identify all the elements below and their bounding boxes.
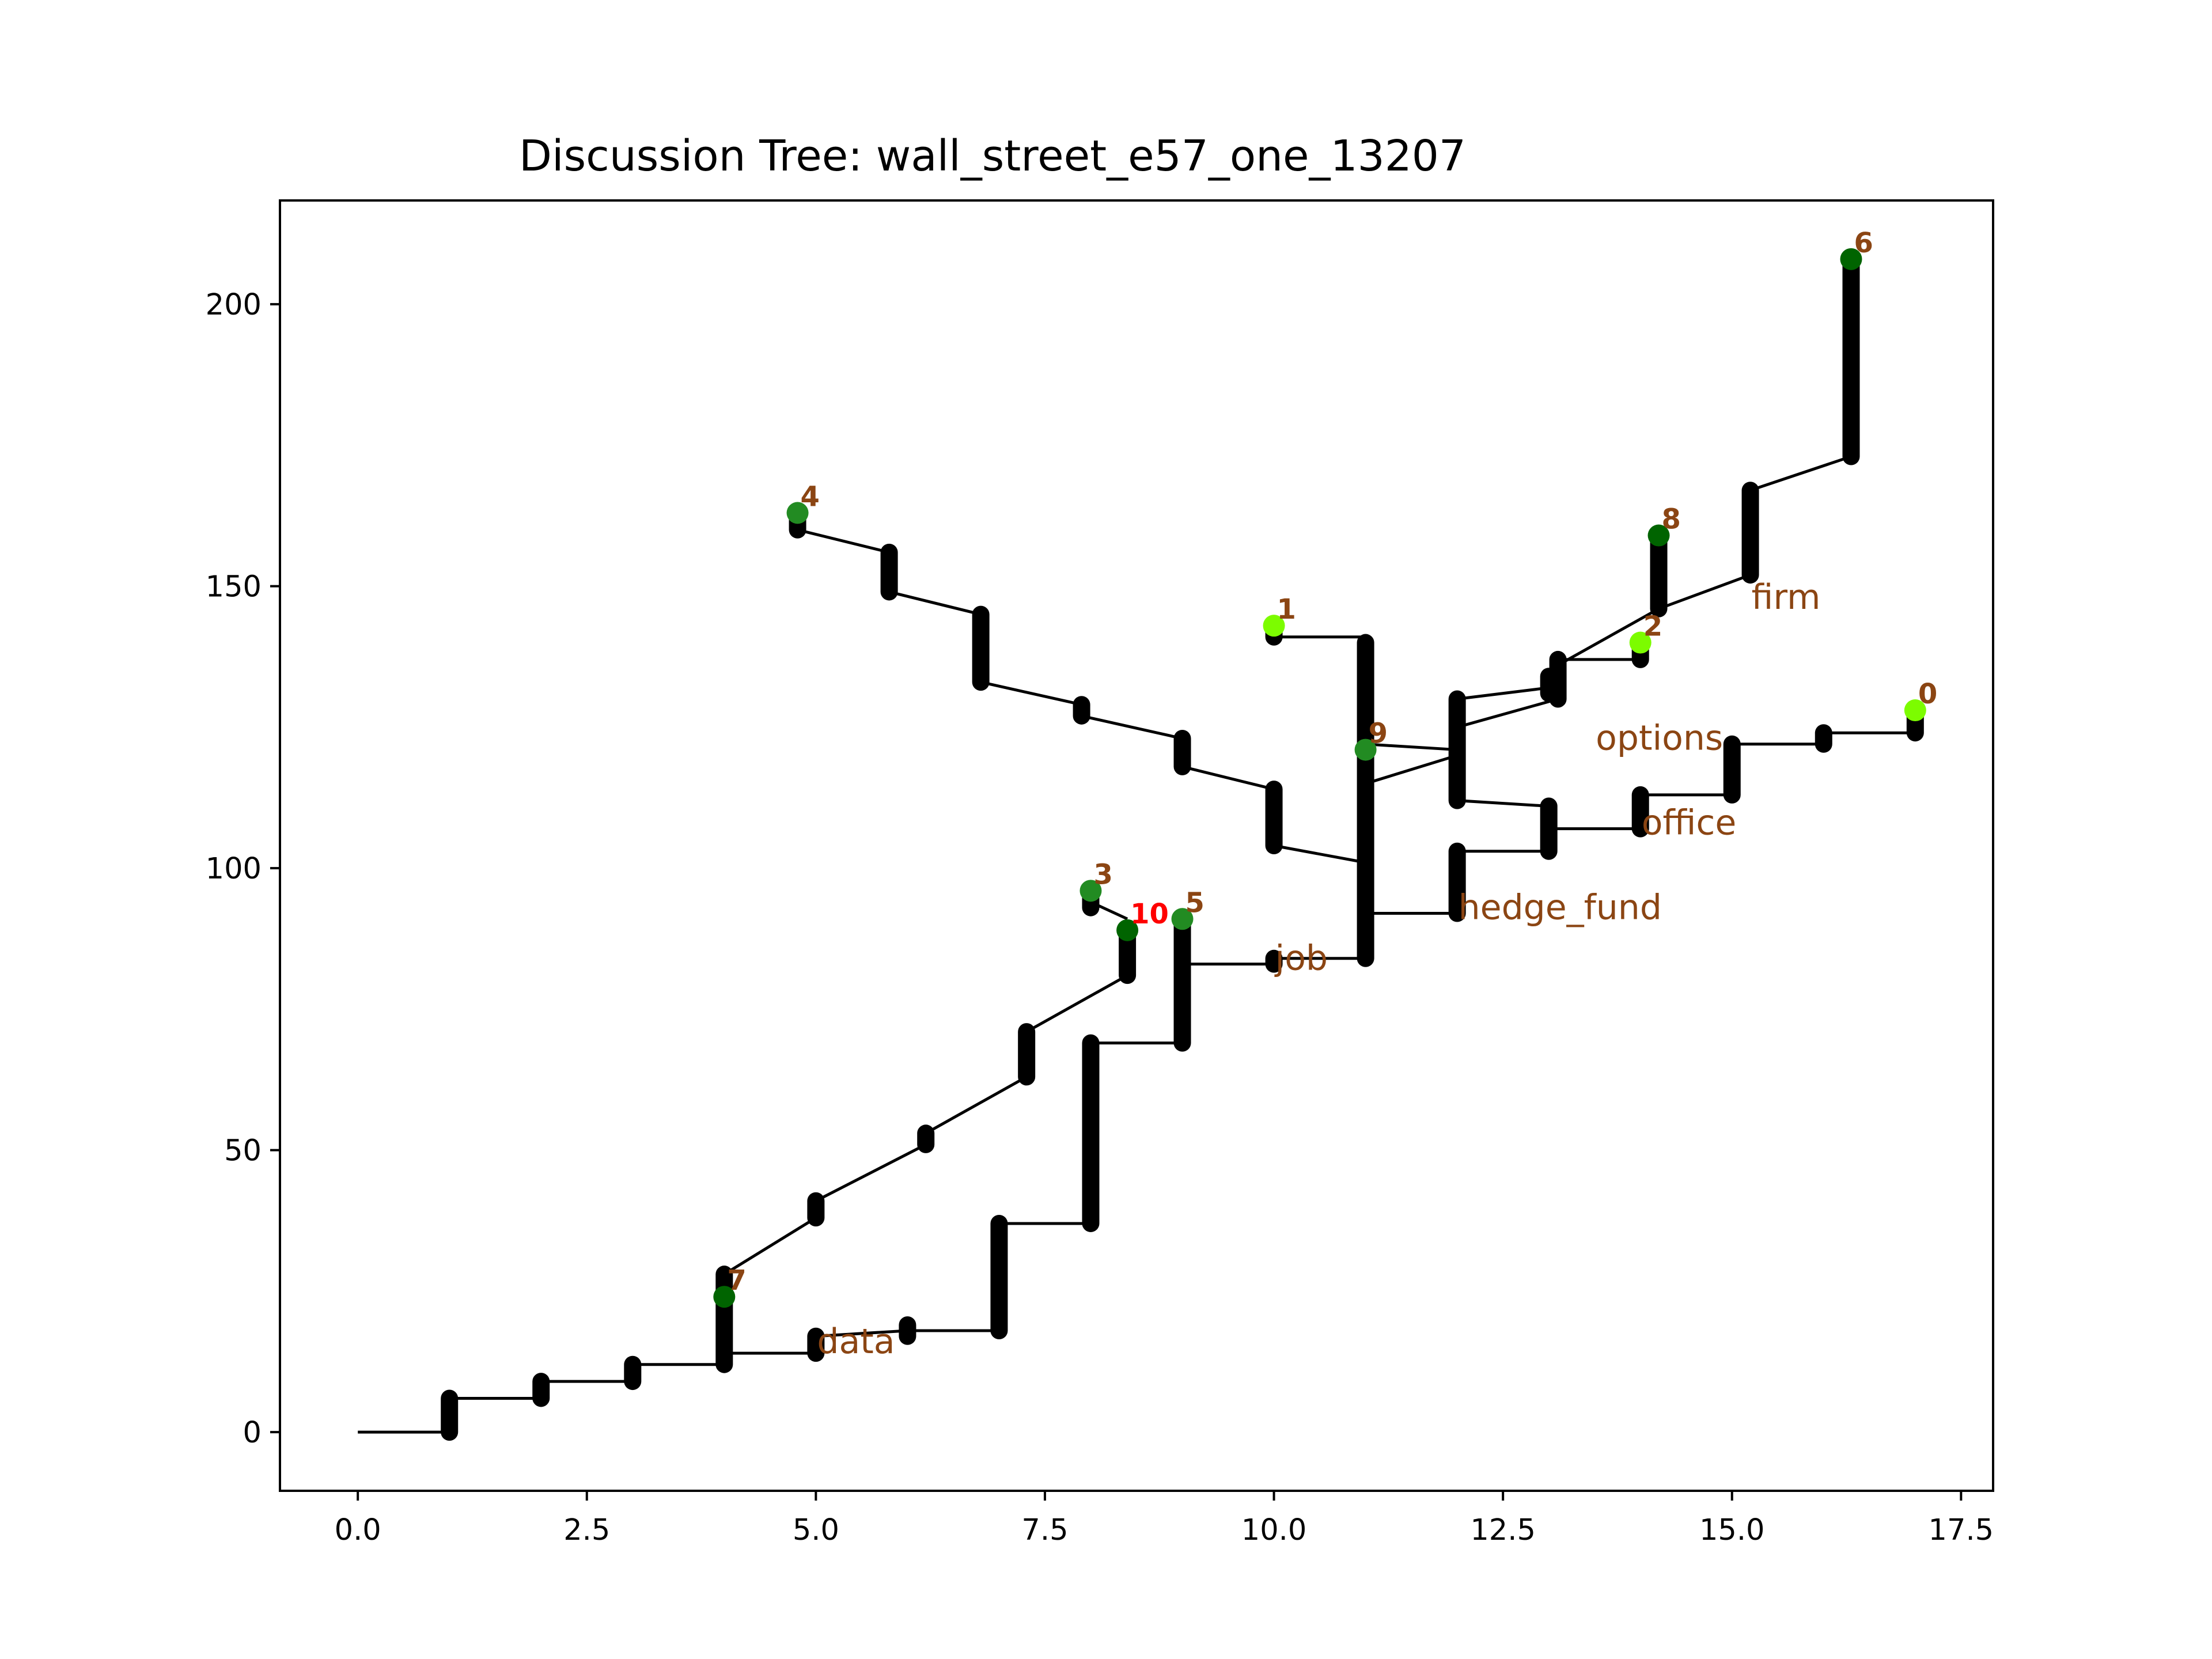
keyword-annotations-layer: data job hedge_fund office options firm <box>817 577 1820 1362</box>
tree-edge <box>1456 698 1559 729</box>
x-tick-label: 5.0 <box>793 1513 839 1547</box>
y-tick-label: 100 <box>206 852 262 886</box>
plot-frame <box>279 199 1994 1492</box>
keyword-hedge-fund: hedge_fund <box>1459 887 1662 927</box>
tree-edge <box>1557 607 1660 666</box>
tree-edge <box>724 1217 817 1276</box>
x-tick-label: 0.0 <box>335 1513 381 1547</box>
leaf-label-0: 0 <box>1918 678 1937 710</box>
edges-layer <box>358 455 1915 1434</box>
tree-edge <box>815 1143 927 1203</box>
leaf-node-5 <box>1171 908 1194 930</box>
tree-edge <box>1457 686 1549 700</box>
x-tick-label: 15.0 <box>1699 1513 1765 1547</box>
leaf-label-7: 7 <box>727 1264 746 1297</box>
leaf-node-3 <box>1080 880 1102 902</box>
leaf-node-1 <box>1263 615 1285 637</box>
leaf-node-9 <box>1354 738 1377 761</box>
leaf-label-8: 8 <box>1662 503 1681 536</box>
tree-edge <box>816 1329 908 1338</box>
y-tick-label: 50 <box>224 1134 262 1168</box>
tree-edge <box>980 680 1082 706</box>
leaf-label-1: 1 <box>1277 593 1296 626</box>
x-tick-label: 17.5 <box>1929 1513 1994 1547</box>
x-axis: 0.0 2.5 5.0 7.5 10.0 12.5 15.0 17.5 <box>335 1491 1994 1547</box>
leaf-label-5: 5 <box>1185 887 1205 919</box>
leaf-node-6 <box>1840 248 1862 270</box>
leaf-node-0 <box>1904 699 1926 722</box>
tree-edge <box>889 590 982 616</box>
keyword-data: data <box>817 1321 895 1362</box>
tree-edge <box>1365 753 1458 785</box>
x-tick-label: 2.5 <box>563 1513 610 1547</box>
tree-edge <box>797 528 890 554</box>
x-tick-label: 10.0 <box>1241 1513 1307 1547</box>
x-tick-label: 7.5 <box>1021 1513 1068 1547</box>
leaf-nodes-layer: 0 1 2 3 4 5 6 7 8 9 10 <box>713 227 1937 1308</box>
tree-edge <box>1081 714 1183 740</box>
keyword-job: job <box>1274 938 1328 978</box>
tree-edge <box>1274 844 1366 864</box>
y-tick-label: 200 <box>206 288 262 322</box>
keyword-options: options <box>1596 718 1723 759</box>
leaf-node-10 <box>1116 919 1139 941</box>
tree-edge <box>925 1075 1028 1135</box>
leaf-node-4 <box>786 502 809 524</box>
tree-edge <box>1749 455 1852 492</box>
tree-edge <box>1365 743 1457 752</box>
y-tick-label: 0 <box>243 1416 262 1450</box>
keyword-firm: firm <box>1752 577 1821 618</box>
leaf-label-9: 9 <box>1369 718 1388 750</box>
y-axis: 0 50 100 150 200 <box>206 288 280 1450</box>
leaf-node-2 <box>1629 631 1652 654</box>
leaf-node-8 <box>1647 524 1670 547</box>
leaf-node-7 <box>713 1286 736 1308</box>
tree-edge <box>1025 974 1128 1033</box>
x-tick-label: 12.5 <box>1470 1513 1536 1547</box>
leaf-label-6: 6 <box>1854 227 1873 259</box>
keyword-office: office <box>1642 802 1737 843</box>
leaf-label-10: 10 <box>1130 898 1169 930</box>
leaf-label-4: 4 <box>801 480 820 513</box>
chart-title: Discussion Tree: wall_street_e57_one_132… <box>519 131 1466 181</box>
stacks-layer <box>441 250 1924 1441</box>
tree-edge <box>1658 573 1751 611</box>
tree-edge <box>1457 799 1549 808</box>
tree-edge <box>1181 765 1275 791</box>
leaf-label-3: 3 <box>1093 858 1112 891</box>
y-tick-label: 150 <box>206 570 262 604</box>
leaf-label-2: 2 <box>1643 611 1662 643</box>
